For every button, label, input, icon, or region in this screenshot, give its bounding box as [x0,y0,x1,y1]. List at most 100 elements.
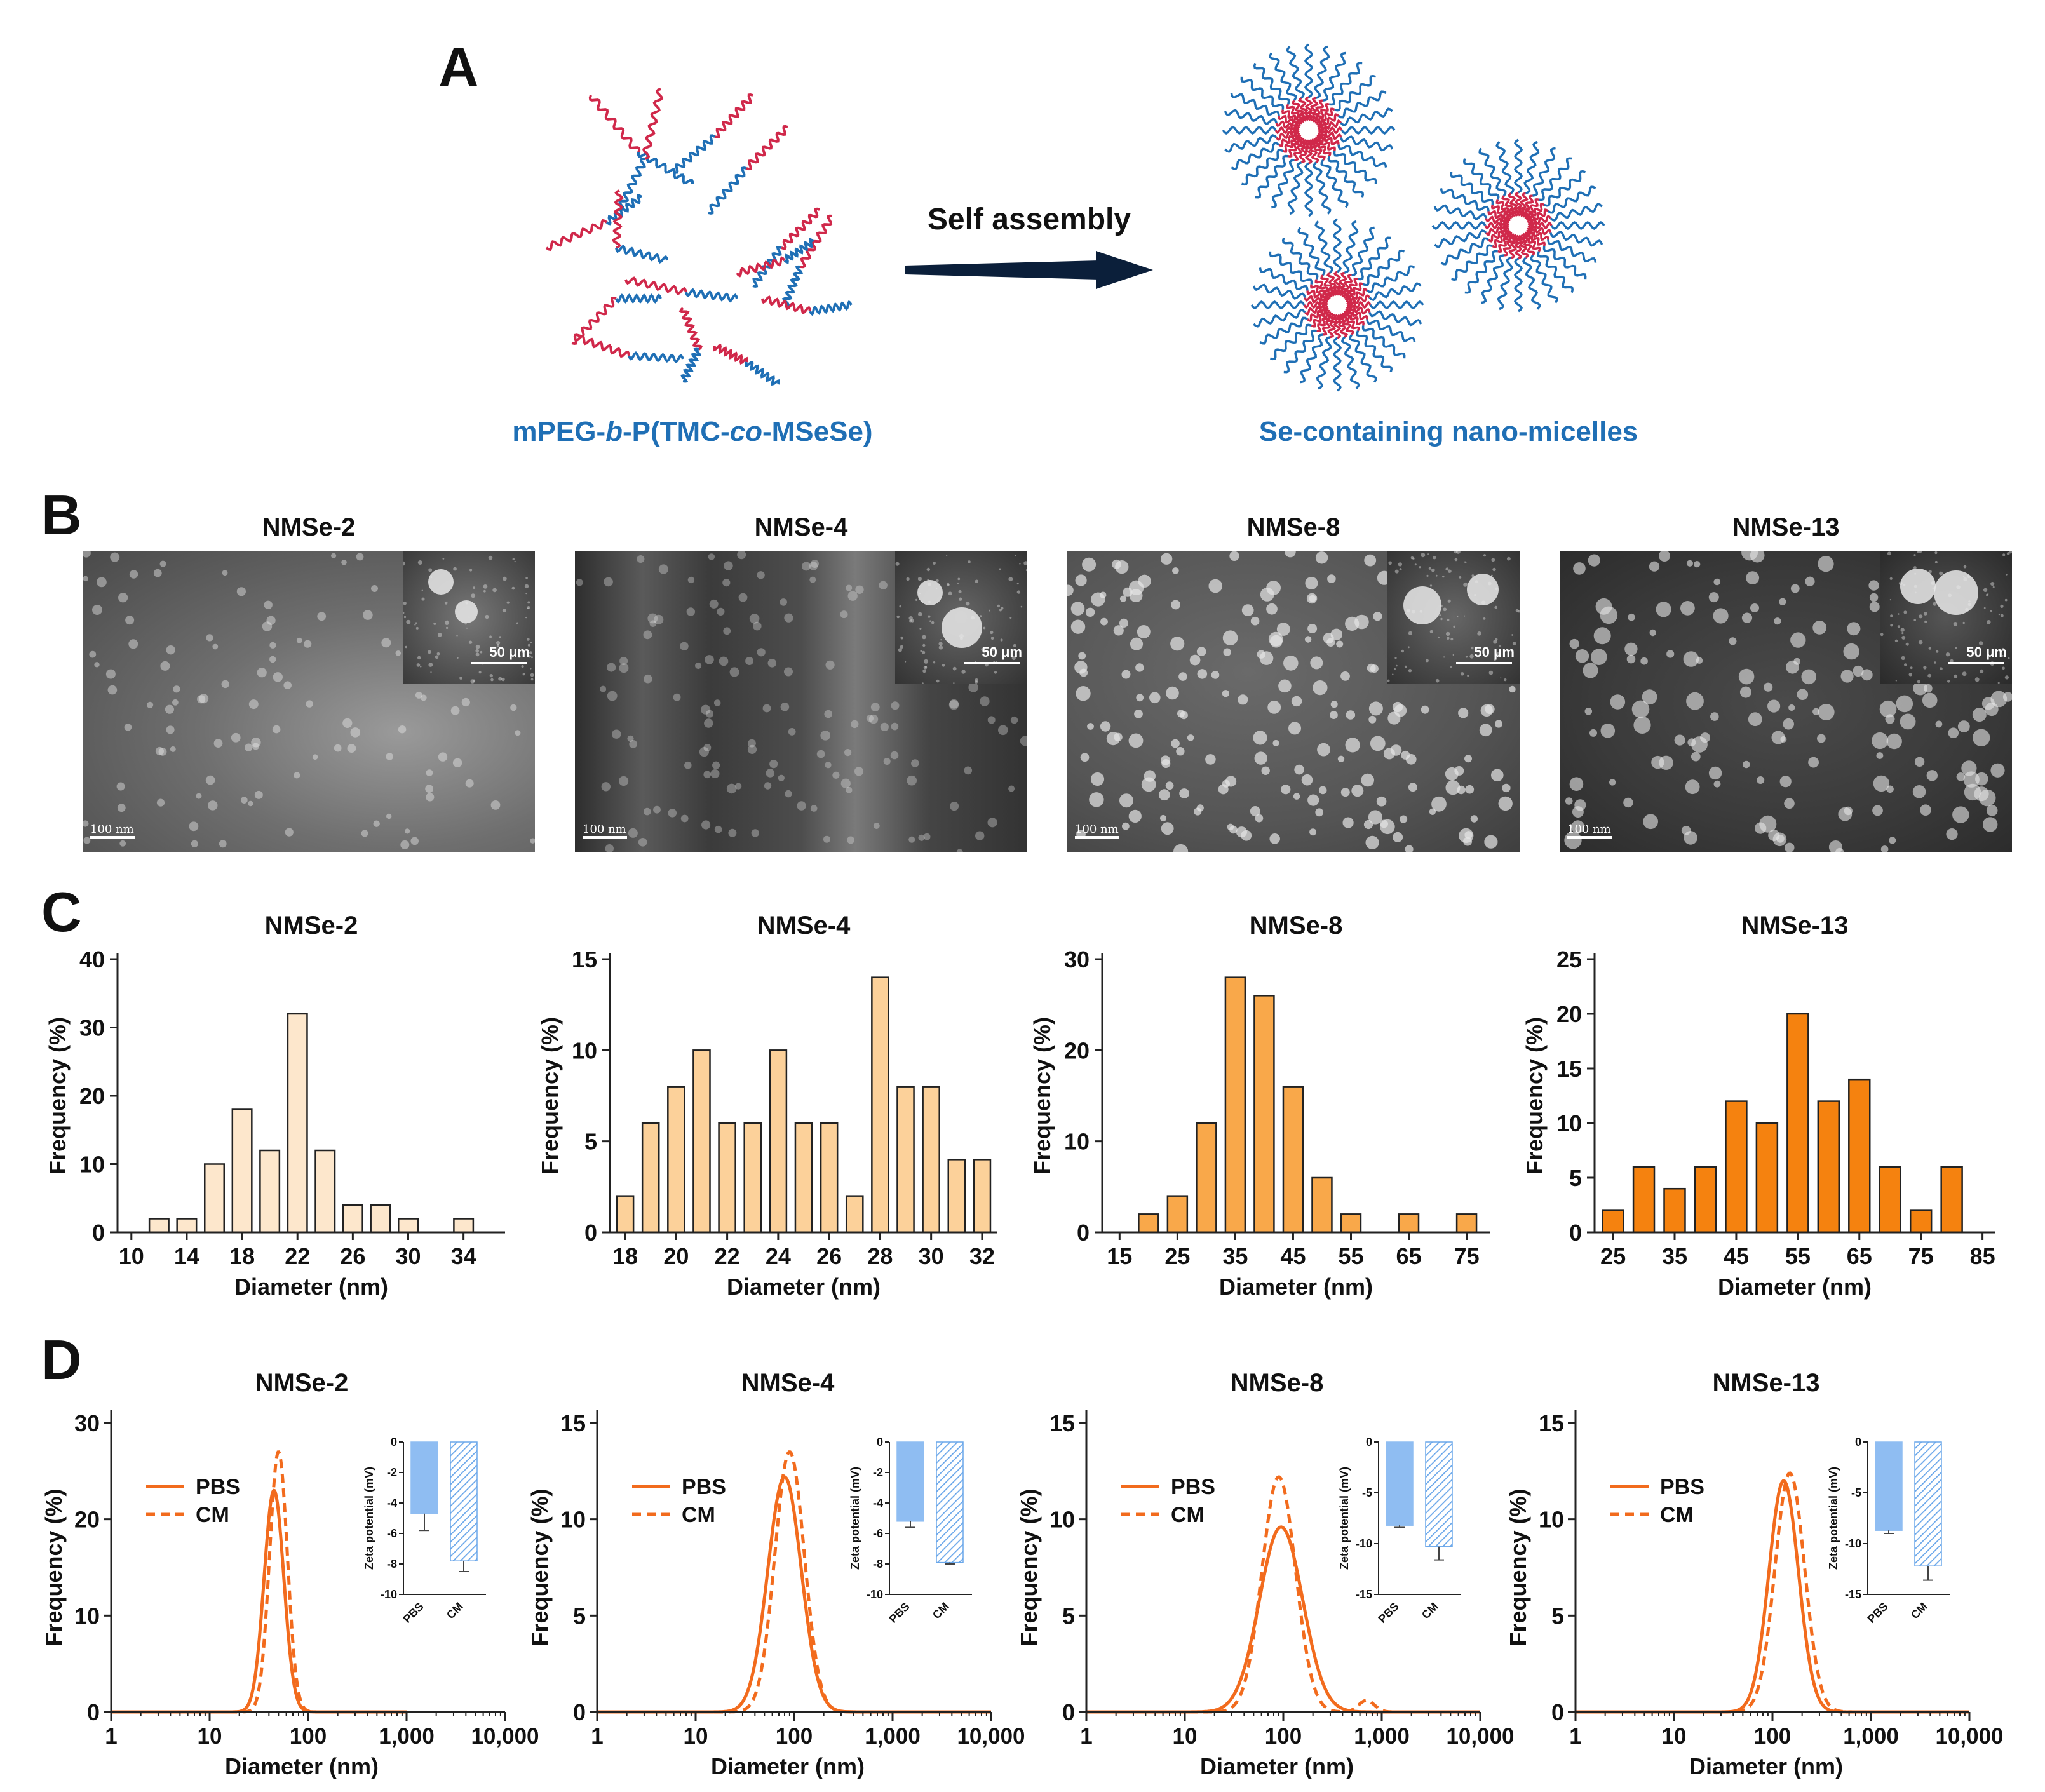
micelle-particle [1610,694,1626,710]
micelle-particle [629,740,638,748]
micelle-particle [1089,792,1104,807]
hydrophobic-block [1345,308,1368,321]
x-tick-label: 55 [1338,1243,1363,1269]
hydrophobic-block [1497,232,1513,253]
histogram-bar [1311,1176,1333,1234]
micelle-particle [1470,815,1478,823]
micelle-particle [1790,632,1806,648]
magnified-micelle [1900,569,1936,604]
micelle-particle [1922,692,1938,708]
micelle-particle [738,593,748,602]
micelle-particle [764,782,772,790]
micelle-particle [361,830,368,837]
texture-speck [1980,669,1984,673]
hydrophobic-block [1318,126,1343,135]
texture-speck [483,589,486,593]
micelle-particles [83,551,535,849]
micelle-particle [825,660,835,670]
micelle-particle [1337,755,1345,762]
micelle-particle [1161,822,1174,835]
histogram-bar [1725,1100,1748,1234]
micelle-particle [1812,708,1820,715]
micelle-particle [350,727,361,738]
micelle-particle [1429,808,1436,815]
texture-speck [1928,647,1931,650]
hydrophilic-block [1542,246,1587,280]
x-tick-label: 75 [1454,1243,1480,1269]
micelle-particle [1327,574,1336,583]
hydrophobic-block [1327,313,1338,339]
micelle-particle [1990,763,2005,778]
inset-y-tick-label: 0 [877,1436,883,1448]
hydrophilic-block [1283,329,1317,374]
y-tick-label: 30 [74,1410,100,1436]
micelle-particle [129,570,138,579]
micelle-particle [1649,561,1660,572]
hydrophobic-block [1288,137,1303,158]
hydrophilic-block [1481,254,1504,304]
micelle-particle [757,648,766,657]
histogram-bar [314,1149,336,1234]
micelle-particle [1223,648,1231,656]
inset-y-tick-label: -10 [1845,1537,1861,1550]
hydrophobic-block [1275,120,1300,131]
micelle-particle [1310,656,1323,670]
micelle-particle [1465,785,1475,794]
inset-y-tick-label: 0 [1366,1436,1372,1448]
micelle-particle [870,703,880,711]
texture-speck [490,678,494,682]
inset-y-axis-label: Zeta potential (mV) [1338,1467,1351,1570]
x-tick-label: 1,000 [1354,1724,1410,1749]
texture-speck [511,586,515,590]
texture-speck [2006,574,2008,576]
texture-speck [1019,563,1021,565]
texture-speck [525,577,528,579]
micelle-particle [1392,701,1403,713]
texture-speck [953,682,955,684]
texture-speck [419,666,422,668]
micelle-particle [1211,671,1220,679]
main-scale-bar [583,836,627,839]
micelle-particle [1085,607,1095,617]
micelle-particle [1920,804,1931,816]
texture-speck [900,636,903,640]
zeta-bar [1425,1441,1453,1547]
histogram-bar [1340,1213,1362,1234]
micelle-particle [1640,657,1648,665]
texture-speck [2002,553,2006,556]
micelle-particle [1643,814,1658,830]
texture-speck [1457,616,1459,617]
hydrophobic-block [1337,271,1347,297]
micelle-particle [1926,770,1938,781]
hydrophilic-block [1252,283,1306,300]
x-axis-label: Diameter (nm) [727,1274,881,1300]
texture-speck [1429,630,1433,633]
hydrophobic-block [1488,227,1510,243]
texture-speck [1918,640,1923,645]
micelle-particle [1087,723,1094,730]
micelle-particle [1307,794,1319,806]
micelle-particle [1869,602,1880,612]
magnified-micelle [1934,570,1978,615]
micelle-particle [1172,567,1179,574]
micelle-particle [254,790,263,799]
micelle-particle [1741,612,1753,623]
texture-speck [428,568,433,572]
y-tick-label: 0 [92,1220,105,1246]
hydrophobic-block [1303,300,1328,309]
polymer-chain [746,125,788,171]
micelle-particle [1713,780,1721,788]
texture-speck [1983,607,1986,609]
texture-speck [1446,631,1450,637]
micelle-particle [847,591,858,601]
texture-speck [1511,634,1513,636]
micelle-particle [1205,754,1216,765]
tem-inset: 50 μm [403,551,535,684]
x-tick-label: 25 [1600,1243,1626,1269]
micelle-particle [767,659,777,668]
micelle-particle [1266,603,1278,615]
texture-speck [470,679,475,684]
inset-x-label: PBS [401,1600,426,1626]
polymer-chain [714,93,753,139]
inset-y-tick-label: -15 [1356,1588,1372,1601]
